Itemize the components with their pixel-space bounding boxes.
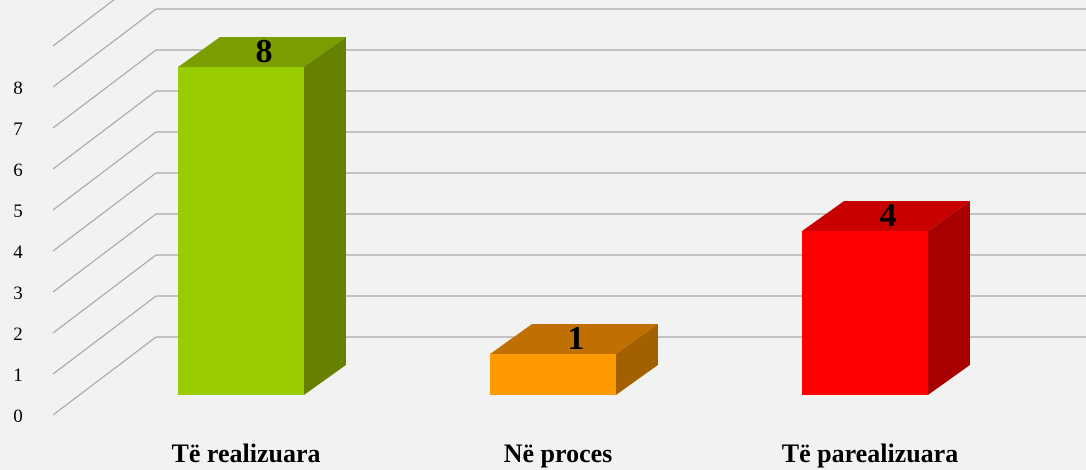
y-axis-ticks: 0 1 2 3 4 5 6 7 8 <box>13 78 23 427</box>
y-tick-label: 0 <box>13 406 23 427</box>
y-tick-label: 5 <box>13 201 23 222</box>
gridline-diagonal <box>52 90 157 170</box>
gridline-diagonal <box>52 254 157 334</box>
bar <box>178 37 346 395</box>
gridline-diagonal <box>52 295 157 375</box>
category-label: Të parealizuara <box>782 439 958 468</box>
data-label: 8 <box>256 33 273 70</box>
data-label: 1 <box>568 320 585 357</box>
data-label: 4 <box>880 197 897 234</box>
category-label: Të realizuara <box>172 439 321 468</box>
bar-top <box>490 324 658 354</box>
gridline-diagonal <box>52 213 157 293</box>
category-label: Në proces <box>504 439 613 468</box>
bar-front <box>802 231 928 395</box>
bar-front <box>178 67 304 395</box>
bar <box>802 201 970 395</box>
gridline-diagonal <box>52 49 157 129</box>
bar-top <box>178 37 346 67</box>
bar-top <box>802 201 970 231</box>
y-tick-label: 2 <box>13 324 23 345</box>
bar-side <box>616 324 658 395</box>
gridline-diagonal <box>52 336 157 416</box>
gridline-diagonal <box>52 172 157 252</box>
gridline-diagonal <box>52 0 115 47</box>
gridline-diagonal <box>52 8 157 88</box>
bar <box>490 324 658 395</box>
y-tick-label: 6 <box>13 160 23 181</box>
bar-side <box>304 37 346 395</box>
bar-front <box>490 354 616 395</box>
gridline-diagonal <box>52 131 157 211</box>
y-tick-label: 3 <box>13 283 23 304</box>
y-tick-label: 4 <box>13 242 23 263</box>
bar-side <box>928 201 970 395</box>
y-tick-label: 8 <box>13 78 23 99</box>
y-tick-label: 7 <box>13 119 23 140</box>
y-tick-label: 1 <box>13 365 23 386</box>
